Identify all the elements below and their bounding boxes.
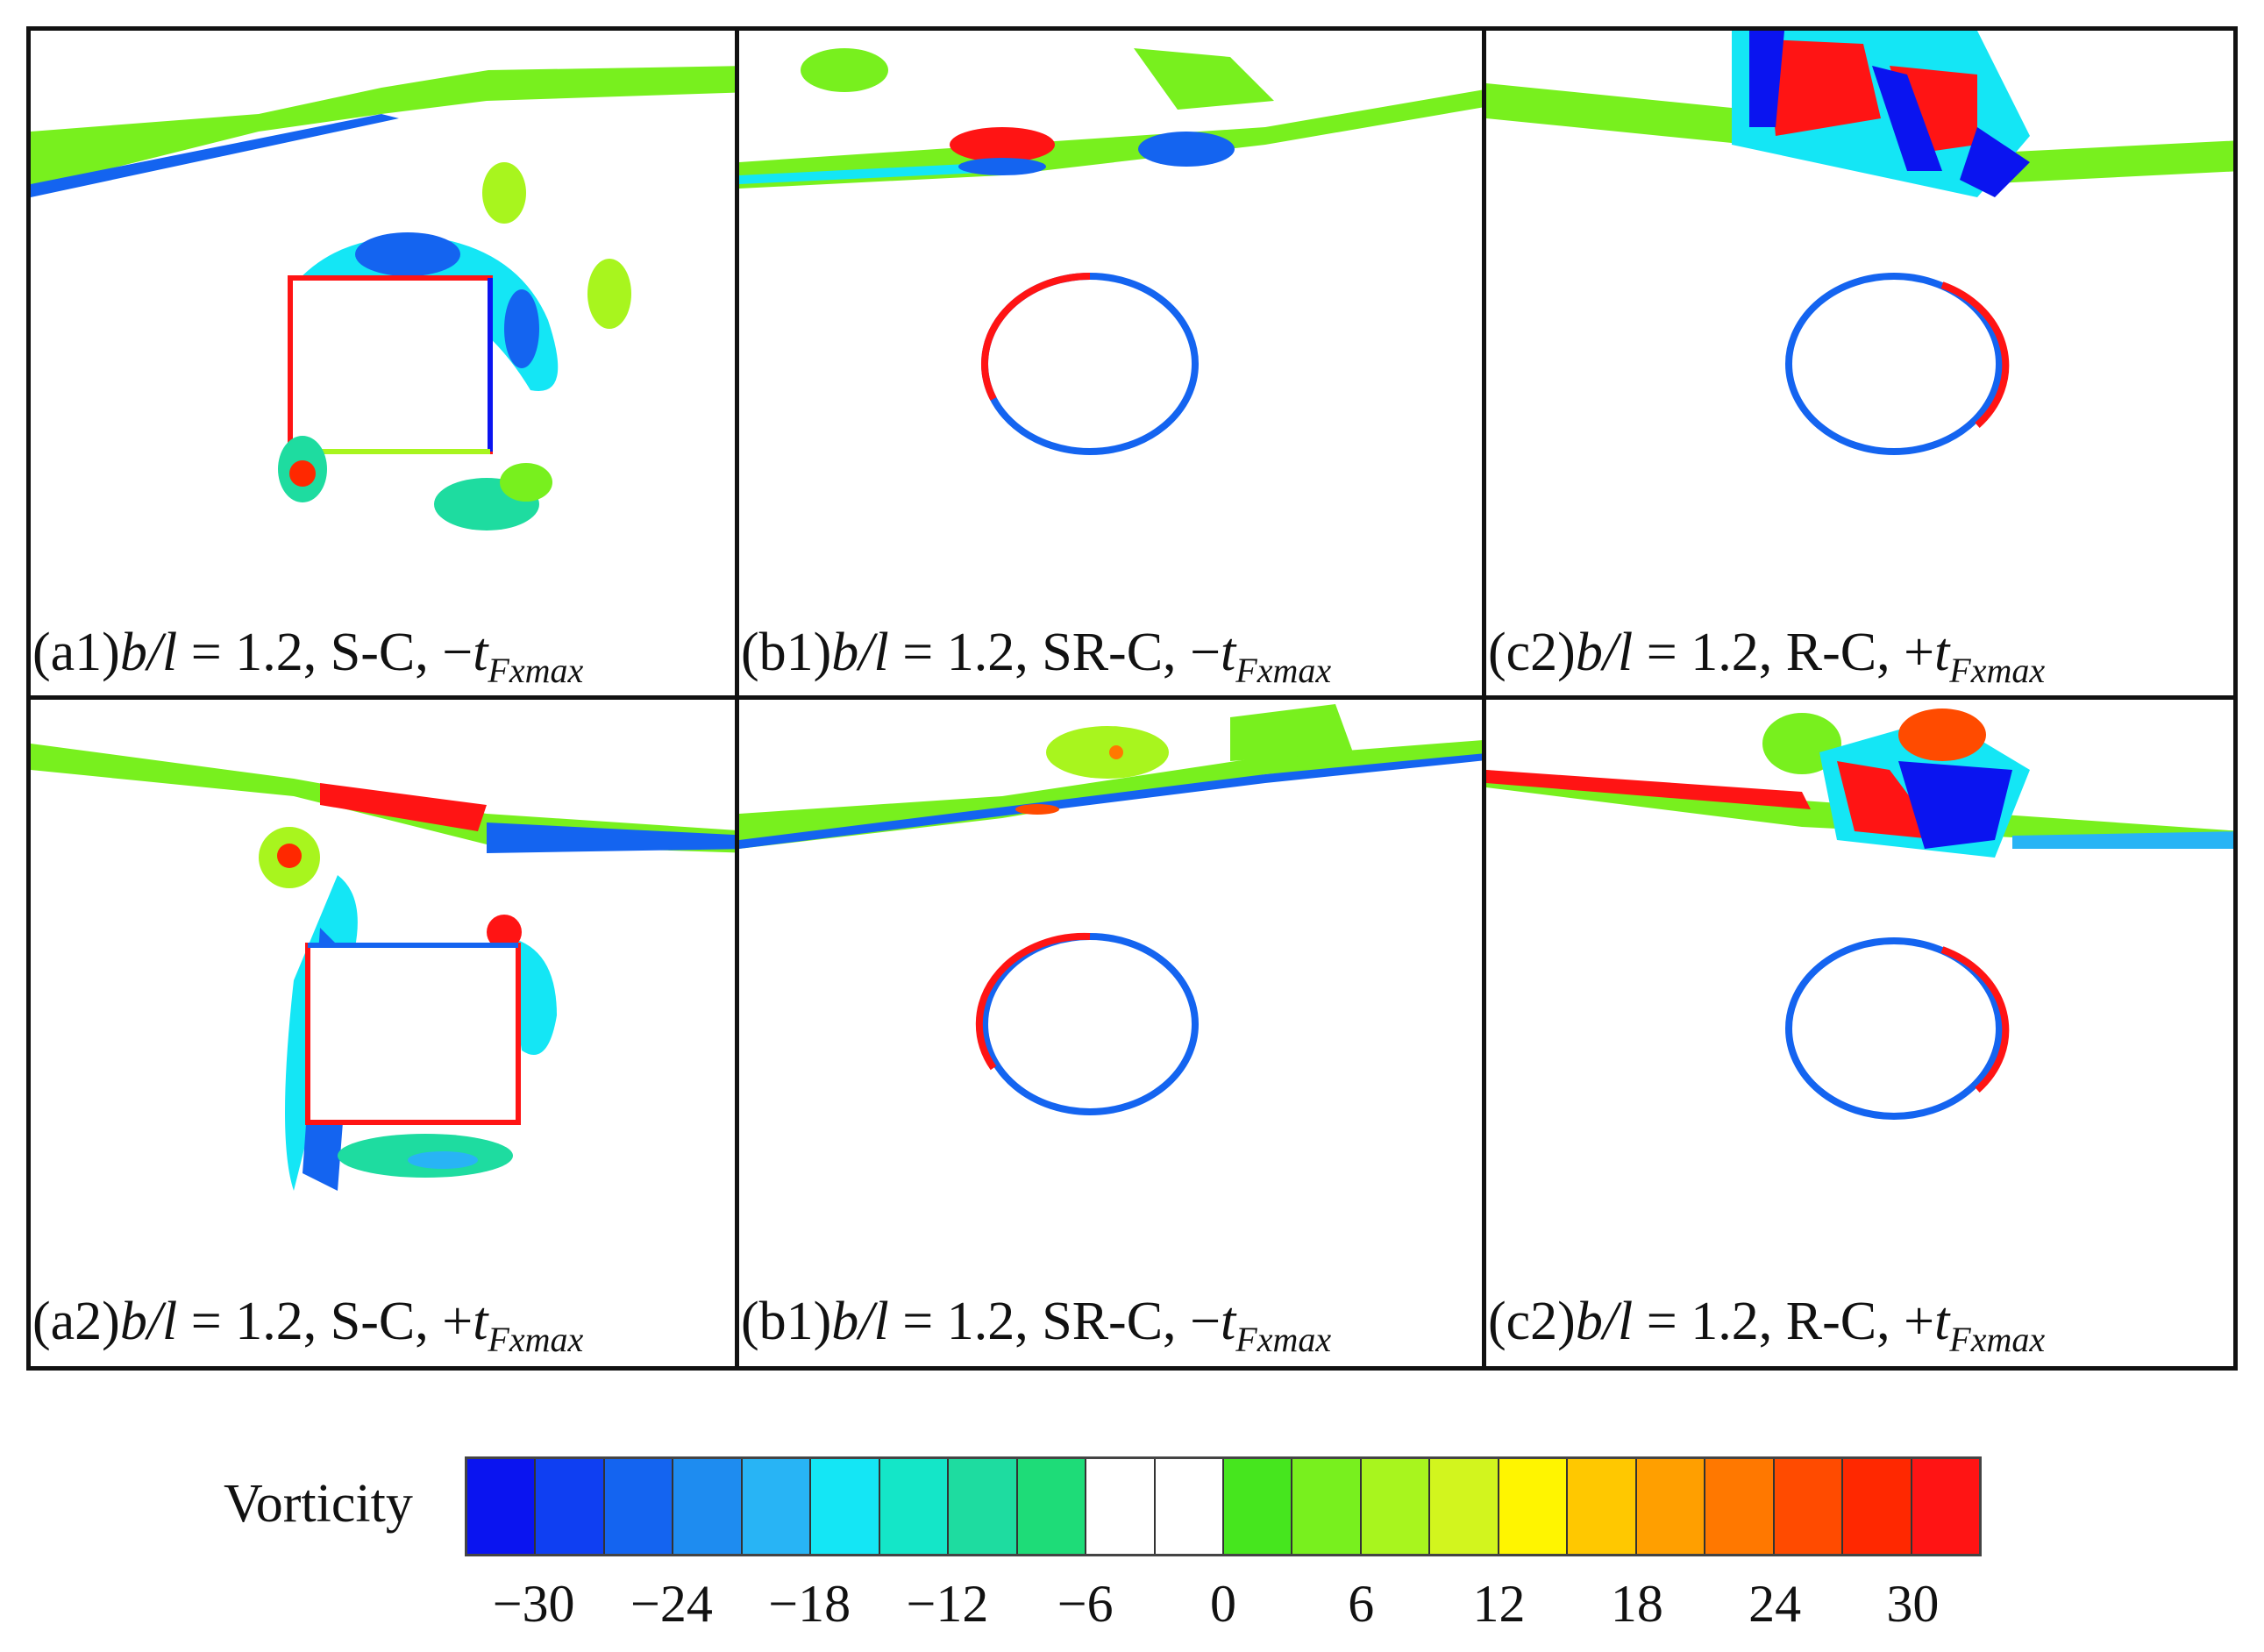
vortex-core-positive [1015,804,1059,815]
vortex-core-positive [1837,761,1942,840]
colorbar-segment [1705,1459,1775,1554]
panel-a2: (a2)b/l = 1.2, S-C, +tFxmax [26,695,747,1371]
panel-c2: (c2)b/l = 1.2, R-C, +tFxmax [1482,26,2238,701]
vortex-core-negative [1960,127,2030,197]
vortex-blob [482,162,526,224]
vortex-blob [1230,704,1353,761]
vortex-core-positive [277,844,302,868]
cylinder-surface-positive [1940,281,2010,428]
vortex-blob [500,463,552,502]
colorbar-segment [467,1459,537,1554]
circular-cylinder [981,933,1199,1115]
colorbar-segment [1017,1459,1087,1554]
vortex-core-positive [1109,745,1123,759]
shear-layer-positive [1486,770,1811,809]
vortex-blob [1046,726,1169,779]
vortex-core-negative [408,1151,478,1169]
shear-layer-positive [320,783,487,831]
colorbar [465,1456,1982,1556]
vorticity-contour-b1-bottom [739,704,1486,1115]
caption-a1: (a1)b/l = 1.2, S-C, −tFxmax [32,623,584,690]
colorbar-tick-label: −30 [492,1575,575,1633]
colorbar-tick-label: 0 [1210,1575,1236,1633]
caption-b1: (b1)b/l = 1.2, SR-C, −tFxmax [741,623,1332,690]
colorbar-segment [742,1459,812,1554]
shear-layer-negative [739,752,1486,849]
vorticity-contour-c2-bottom [1486,709,2233,1120]
vortex-core-positive [1767,39,1881,136]
free-surface-shear-layer [31,66,743,189]
colorbar-segment [1430,1459,1499,1554]
colorbar-segment [1636,1459,1706,1554]
vortex-core-positive [289,460,316,487]
colorbar-segment [949,1459,1018,1554]
vorticity-contour-b1 [739,48,1486,455]
vortex-core-negative [355,232,460,276]
colorbar-segment [1292,1459,1362,1554]
vortex-blob [1134,48,1274,110]
colorbar-segment [1223,1459,1293,1554]
vortex-core-negative [1138,132,1235,167]
colorbar-segment [604,1459,674,1554]
free-surface-shear-layer [739,89,1486,189]
colorbar-segment [1086,1459,1156,1554]
caption-c2-bottom: (c2)b/l = 1.2, R-C, +tFxmax [1488,1292,2046,1359]
colorbar-segment [1361,1459,1431,1554]
colorbar-segment [1499,1459,1569,1554]
vortex-blob [587,259,631,329]
legend-title: Vorticity [224,1474,413,1534]
colorbar-tick-label: 12 [1472,1575,1526,1633]
vorticity-contour-a1 [31,66,743,530]
colorbar-segment [811,1459,880,1554]
colorbar-segment [1912,1459,1979,1554]
colorbar-segment [1155,1459,1224,1554]
cylinder-surface-positive [1940,946,2010,1093]
shear-layer-negative [31,114,399,197]
vortex-core-positive [487,915,522,950]
colorbar-segment [673,1459,743,1554]
vortex-core-positive [950,127,1055,162]
shear-layer-negative [487,822,743,853]
colorbar-segment [1843,1459,1912,1554]
cylinder-surface-positive [975,932,1091,1071]
colorbar-tick-label: −24 [630,1575,713,1633]
panel-b1: (b1)b/l = 1.2, SR-C, −tFxmax [735,26,1491,701]
colorbar-segment [1568,1459,1637,1554]
shear-layer-negative [739,162,1020,184]
vortex-core-positive [1898,709,1986,761]
colorbar-tick-label: −6 [1057,1575,1114,1633]
caption-c2: (c2)b/l = 1.2, R-C, +tFxmax [1488,623,2046,690]
colorbar-tick-label: −12 [906,1575,989,1633]
vortex-core-negative [1749,31,1784,127]
caption-b1-bottom: (b1)b/l = 1.2, SR-C, −tFxmax [741,1292,1332,1359]
square-cylinder-body [288,275,493,454]
circular-cylinder [1785,937,2003,1120]
vorticity-contour-a2 [31,744,743,1191]
cylinder-surface-positive [981,273,1091,401]
colorbar-segment [879,1459,950,1554]
shear-layer-negative [2012,831,2233,849]
square-cylinder-body [305,943,521,1125]
colorbar-tick-label: 6 [1348,1575,1375,1633]
vortex-core-negative [1898,761,2012,849]
panel-b1-bottom: (b1)b/l = 1.2, SR-C, −tFxmax [735,695,1491,1371]
vortex-core-negative [958,158,1046,175]
colorbar-tick-label: 18 [1610,1575,1663,1633]
colorbar-tick-label: 30 [1886,1575,1940,1633]
caption-a2: (a2)b/l = 1.2, S-C, +tFxmax [32,1292,584,1359]
vortex-blob [801,48,888,92]
colorbar-tick-label: −18 [768,1575,851,1633]
vorticity-contour-c2 [1486,31,2233,455]
circular-cylinder [1785,273,2003,455]
colorbar-segment [1774,1459,1844,1554]
vortex-core-negative [1872,66,1942,171]
panel-c2-bottom: (c2)b/l = 1.2, R-C, +tFxmax [1482,695,2238,1371]
colorbar-tick-label: 24 [1748,1575,1802,1633]
vortex-core-negative [504,289,539,368]
panel-a1: (a1)b/l = 1.2, S-C, −tFxmax [26,26,747,701]
colorbar-segment [536,1459,605,1554]
